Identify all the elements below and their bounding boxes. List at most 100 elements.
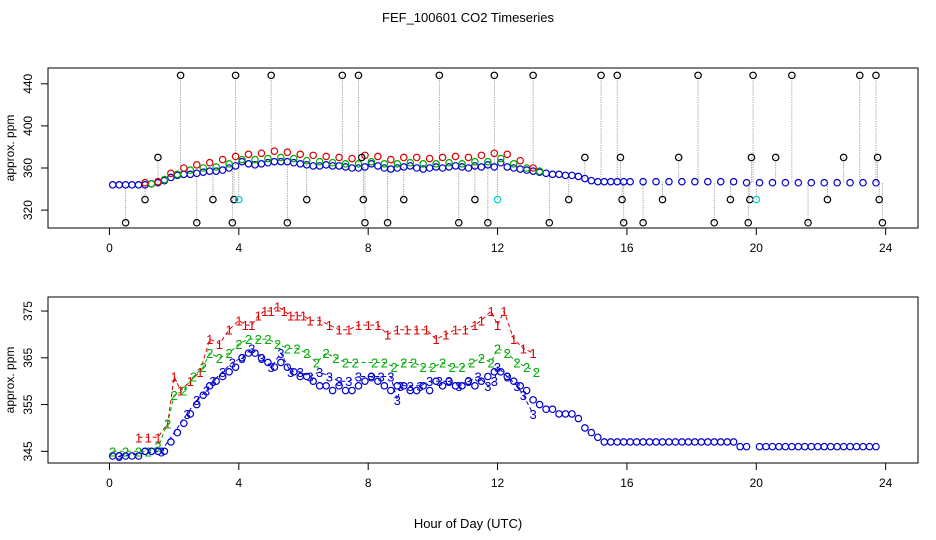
data-point — [833, 178, 841, 187]
data-point-symbol: 2 — [225, 346, 232, 361]
data-point — [322, 161, 330, 169]
data-point-symbol: 1 — [287, 309, 294, 324]
data-point-symbol: 3 — [520, 388, 527, 403]
data-point — [865, 442, 874, 451]
data-point — [134, 181, 143, 189]
data-point — [419, 159, 427, 168]
data-point — [322, 152, 330, 161]
data-point-symbol: 1 — [235, 313, 242, 328]
data-point — [435, 71, 444, 80]
data-point — [587, 428, 596, 437]
data-point — [354, 71, 363, 80]
data-point — [338, 71, 347, 80]
data-point — [846, 442, 854, 451]
data-point-symbol: 2 — [371, 355, 378, 370]
data-point-symbol: 1 — [242, 318, 249, 333]
data-point-symbol: 2 — [468, 355, 475, 370]
data-point-symbol: 2 — [293, 341, 300, 356]
x-tick-label: 8 — [365, 476, 372, 490]
data-point — [419, 382, 427, 390]
data-point — [545, 218, 554, 227]
data-point-symbol: 1 — [520, 341, 527, 356]
data-point-symbol: 2 — [171, 388, 178, 403]
data-point — [445, 158, 453, 167]
data-point — [484, 218, 492, 227]
data-point-symbol: 1 — [306, 313, 313, 328]
data-point — [626, 438, 634, 446]
data-point-symbol: 1 — [316, 313, 323, 328]
data-point — [775, 442, 783, 451]
data-point — [873, 153, 882, 162]
data-point — [710, 218, 719, 227]
data-point — [755, 442, 764, 451]
data-point — [289, 154, 298, 163]
data-point — [522, 386, 531, 395]
data-point-symbol: 3 — [116, 449, 123, 464]
x-tick-label: 12 — [491, 241, 505, 255]
data-point-symbol: 3 — [248, 341, 255, 356]
data-point — [134, 452, 143, 460]
data-point — [581, 153, 589, 162]
data-point-symbol: 3 — [491, 374, 498, 389]
data-point — [270, 363, 279, 371]
data-point — [503, 163, 512, 171]
data-point — [238, 157, 246, 166]
data-point — [315, 157, 324, 166]
data-point-symbol: 2 — [513, 355, 520, 370]
data-point — [597, 71, 605, 80]
y-tick-label: 320 — [21, 200, 35, 220]
data-point — [348, 386, 356, 395]
data-point — [658, 438, 667, 446]
data-point — [477, 377, 486, 385]
data-point — [697, 438, 706, 446]
data-point — [561, 410, 570, 418]
data-point — [535, 167, 544, 175]
data-point-symbol: 2 — [410, 355, 417, 370]
data-point — [742, 178, 751, 187]
data-point — [509, 377, 518, 385]
data-point — [361, 377, 369, 385]
data-point — [251, 155, 259, 164]
data-point — [218, 372, 227, 381]
data-point — [788, 71, 796, 80]
data-point — [322, 382, 330, 390]
data-point — [230, 195, 238, 204]
data-point — [703, 177, 712, 186]
data-point — [115, 181, 123, 189]
data-point — [729, 438, 738, 446]
data-point — [128, 181, 136, 189]
data-point-symbol: 1 — [365, 318, 372, 333]
data-point-symbol: 2 — [458, 360, 465, 375]
data-point-symbol: 1 — [374, 318, 381, 333]
data-point-symbol: 2 — [323, 346, 330, 361]
data-point — [438, 382, 447, 390]
y-tick-label: 400 — [21, 116, 35, 136]
data-point-symbol: 3 — [426, 374, 433, 389]
chart-title: FEF_100601 CO2 Timeseries — [382, 10, 554, 25]
data-point — [438, 153, 447, 162]
data-point-symbol: 1 — [403, 323, 410, 338]
data-point — [393, 159, 402, 168]
data-point — [564, 195, 573, 204]
x-tick-label: 0 — [106, 241, 113, 255]
data-point — [328, 158, 337, 167]
data-point-symbol: 1 — [452, 323, 459, 338]
data-point — [464, 377, 473, 385]
data-point — [684, 438, 693, 446]
data-point-symbol: 3 — [193, 393, 200, 408]
data-point — [205, 382, 214, 390]
data-point — [574, 414, 583, 423]
data-point — [425, 164, 434, 172]
data-point-symbol: 1 — [326, 318, 333, 333]
data-point — [121, 218, 130, 227]
data-point — [691, 438, 699, 446]
data-point — [619, 438, 628, 446]
data-point-symbol: 3 — [504, 369, 511, 384]
data-point — [264, 154, 272, 163]
data-point — [529, 71, 537, 80]
data-point — [587, 176, 596, 185]
data-point — [616, 153, 625, 162]
data-point-symbol: 2 — [478, 351, 485, 366]
data-point — [807, 178, 816, 187]
